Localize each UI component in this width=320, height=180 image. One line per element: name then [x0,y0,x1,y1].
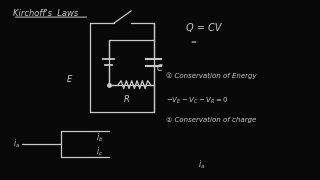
Text: =: = [190,40,196,46]
Text: $-V_E - V_C - V_R = 0$: $-V_E - V_C - V_R = 0$ [166,95,229,106]
Text: ② Conservation of charge: ② Conservation of charge [166,117,257,123]
Text: Q = CV: Q = CV [186,23,221,33]
Text: $i_b$: $i_b$ [96,131,103,144]
Text: $i_c$: $i_c$ [96,146,103,158]
Text: Kirchoff's  Laws: Kirchoff's Laws [13,9,78,18]
Text: R: R [124,94,129,103]
Text: E: E [67,75,72,84]
Text: $i_a$: $i_a$ [198,158,205,171]
Text: C: C [157,64,163,73]
Text: $i_a$: $i_a$ [13,138,20,150]
Text: ① Conservation of Energy: ① Conservation of Energy [166,72,257,78]
